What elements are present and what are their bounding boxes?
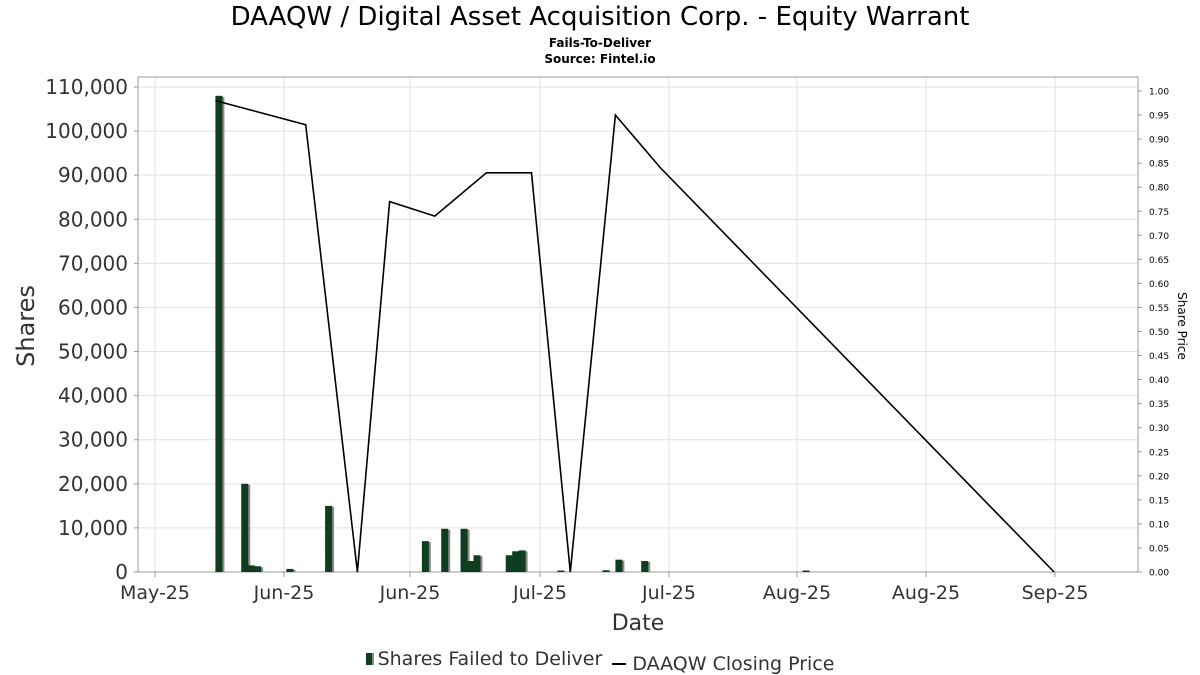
y-tick-label: 40,000 xyxy=(58,384,128,408)
fails-bar xyxy=(441,528,449,572)
y2-tick-label: 0.00 xyxy=(1149,569,1169,579)
y2-tick-label: 0.40 xyxy=(1149,376,1169,386)
fails-bar xyxy=(215,95,223,573)
fails-bar xyxy=(802,570,810,572)
line-swatch-icon xyxy=(612,663,627,665)
y2-tick-label: 0.95 xyxy=(1149,112,1169,122)
x-tick-label: Aug-25 xyxy=(892,582,960,604)
x-tick-label: Jul-25 xyxy=(641,582,696,604)
y-tick-label: 80,000 xyxy=(58,207,128,231)
y-tick-label: 100,000 xyxy=(45,119,128,143)
y-axis-label: Shares xyxy=(12,285,40,367)
y2-tick-label: 0.10 xyxy=(1149,520,1169,530)
x-tick-label: Sep-25 xyxy=(1022,582,1089,604)
y2-tick-label: 0.45 xyxy=(1149,352,1169,362)
fails-bar xyxy=(421,541,429,572)
plot-area xyxy=(137,76,1139,573)
y2-tick-label: 0.60 xyxy=(1149,280,1169,290)
fails-bar xyxy=(615,559,623,572)
y-tick-label: 30,000 xyxy=(58,428,128,452)
y2-tick-label: 0.80 xyxy=(1149,184,1169,194)
y-tick-label: 10,000 xyxy=(58,516,128,540)
x-tick-label: May-25 xyxy=(120,582,190,604)
grid-lines xyxy=(138,77,1138,573)
fails-bar xyxy=(602,570,610,572)
y2-axis-ticks: 0.00 0.05 0.10 0.15 0.20 0.25 0.30 0.35 0.40 0.45… xyxy=(1138,88,1169,579)
price-line xyxy=(215,99,1055,573)
fails-bar xyxy=(557,570,565,572)
chart-source: Source: Fintel.io xyxy=(544,52,656,66)
y2-tick-label: 0.30 xyxy=(1149,424,1169,434)
bar-swatch-icon xyxy=(365,653,374,665)
y-tick-label: 90,000 xyxy=(58,163,128,187)
fails-bar xyxy=(641,560,649,572)
y2-tick-label: 0.65 xyxy=(1149,256,1169,266)
y2-tick-label: 0.15 xyxy=(1149,496,1169,506)
x-tick-label: Jun-25 xyxy=(253,582,315,604)
fails-bar xyxy=(518,550,526,572)
y-tick-label: 20,000 xyxy=(58,472,128,496)
fails-bar xyxy=(505,555,513,572)
y-axis-ticks: 0 10,000 20,000 30,000 40,000 50,000 60,000 70,… xyxy=(45,75,138,584)
x-axis-label: Date xyxy=(612,611,665,636)
y2-tick-label: 0.55 xyxy=(1149,304,1169,314)
legend: Shares Failed to Deliver DAAQW Closing P… xyxy=(0,648,1200,675)
y2-tick-label: 0.35 xyxy=(1149,400,1169,410)
x-axis-ticks: May-25 Jun-25 Jun-25 Jul-25 Jul-25 Aug-25 Aug-… xyxy=(120,572,1088,604)
y-tick-label: 70,000 xyxy=(58,251,128,275)
x-tick-label: Jun-25 xyxy=(379,582,441,604)
y2-tick-label: 0.50 xyxy=(1149,328,1169,338)
fails-bar xyxy=(467,560,475,572)
y-tick-label: 60,000 xyxy=(58,295,128,319)
y2-tick-label: 1.00 xyxy=(1149,88,1169,98)
legend-label-price: DAAQW Closing Price xyxy=(632,653,835,675)
y2-tick-label: 0.25 xyxy=(1149,448,1169,458)
y2-tick-label: 0.90 xyxy=(1149,136,1169,146)
y2-tick-label: 0.70 xyxy=(1149,232,1169,242)
fails-bar xyxy=(241,483,249,572)
fails-bar xyxy=(473,555,481,572)
y2-tick-label: 0.05 xyxy=(1149,544,1169,554)
fails-bar xyxy=(460,528,468,572)
y2-axis-label: Share Price xyxy=(1175,292,1189,360)
y2-tick-label: 0.85 xyxy=(1149,160,1169,170)
chart-subtitle: Fails-To-Deliver xyxy=(548,36,652,50)
bar-series xyxy=(215,95,812,573)
y-tick-label: 50,000 xyxy=(58,340,128,364)
chart-title: DAAQW / Digital Asset Acquisition Corp. … xyxy=(230,2,970,32)
legend-item-fails: Shares Failed to Deliver xyxy=(365,648,603,670)
fails-bar xyxy=(247,565,255,572)
fails-bar xyxy=(254,566,262,572)
fails-bar xyxy=(512,551,520,572)
fails-bar xyxy=(325,505,333,572)
y-tick-label: 110,000 xyxy=(45,75,128,99)
y-tick-label: 0 xyxy=(115,560,128,584)
fails-bar xyxy=(286,568,294,572)
x-tick-label: Jul-25 xyxy=(512,582,567,604)
x-tick-label: Aug-25 xyxy=(763,582,831,604)
legend-item-price: DAAQW Closing Price xyxy=(608,653,834,675)
y2-tick-label: 0.20 xyxy=(1149,472,1169,482)
legend-label-fails: Shares Failed to Deliver xyxy=(377,648,603,670)
y2-tick-label: 0.75 xyxy=(1149,208,1169,218)
